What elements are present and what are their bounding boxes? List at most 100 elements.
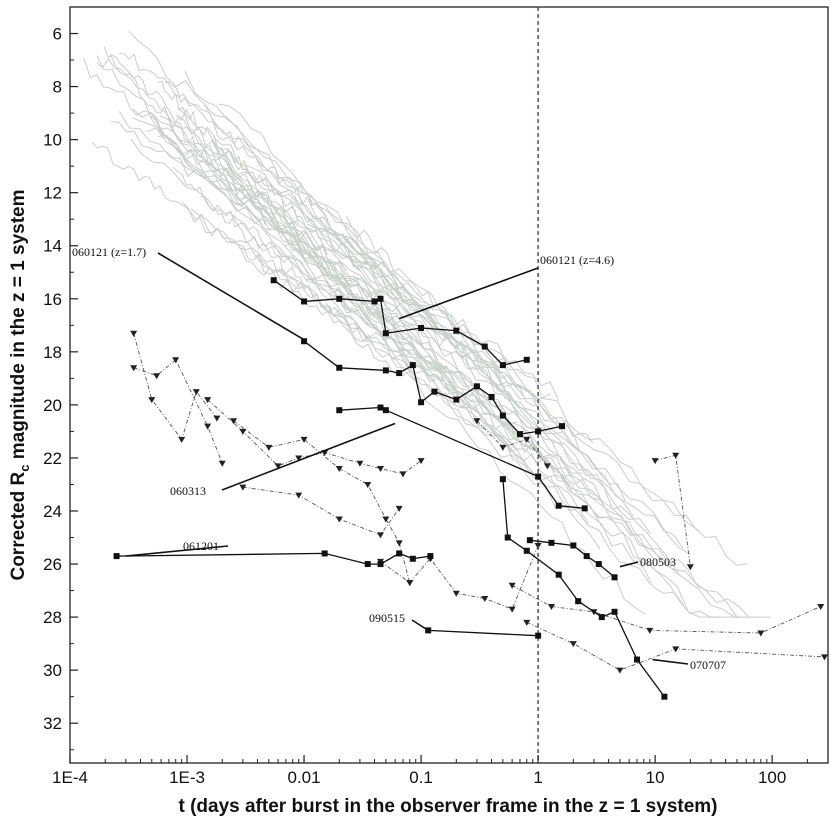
annotation-label: 060121 (z=4.6) xyxy=(540,253,614,267)
background-curve xyxy=(103,46,266,226)
background-curve xyxy=(91,141,301,290)
annotation-label: 061201 xyxy=(183,539,219,553)
upper-limit-marker xyxy=(395,505,403,512)
upper-limit-marker xyxy=(364,481,372,488)
data-point xyxy=(611,608,618,615)
data-point xyxy=(336,407,343,414)
upper-limit-marker xyxy=(395,540,403,547)
annotation-label: 070707 xyxy=(690,658,726,672)
data-point xyxy=(516,431,523,438)
data-point xyxy=(453,327,460,334)
data-point xyxy=(409,555,416,562)
data-point xyxy=(371,298,378,305)
background-curve xyxy=(255,254,600,498)
upper-limit-marker xyxy=(820,654,828,661)
data-point xyxy=(488,393,495,400)
y-tick-label: 8 xyxy=(53,78,62,97)
y-tick-label: 14 xyxy=(43,237,62,256)
background-light-curves xyxy=(83,30,771,618)
series-070707 xyxy=(499,476,668,700)
data-point xyxy=(301,338,308,345)
upper-limit-line xyxy=(133,359,223,464)
axis-ticks: 1E-4 1E-3 0.01 0.1 1 10 100 6 8 10 12 14 16 18 20 22 24 2… xyxy=(43,25,829,787)
data-point xyxy=(526,537,533,544)
background-curve xyxy=(343,236,680,576)
upper-limit-marker xyxy=(335,466,343,473)
upper-limit-marker xyxy=(130,330,138,337)
data-point xyxy=(555,571,562,578)
data-point xyxy=(555,502,562,509)
highlighted-series xyxy=(113,277,668,700)
x-tick-label: 1E-3 xyxy=(169,768,205,787)
upper-limit-marker xyxy=(508,606,516,613)
upper-limit-marker xyxy=(295,455,303,462)
data-point xyxy=(598,614,605,621)
data-point xyxy=(270,277,277,284)
y-tick-label: 24 xyxy=(43,502,62,521)
data-point xyxy=(634,656,641,663)
y-axis-label-sub: c xyxy=(17,465,32,472)
data-point xyxy=(504,534,511,541)
background-curve xyxy=(128,30,507,400)
background-curve xyxy=(238,247,514,462)
upper-limit-marker xyxy=(417,458,425,465)
data-point xyxy=(499,362,506,369)
upper-limit-marker xyxy=(153,373,161,380)
upper-limit-marker xyxy=(508,582,516,589)
annotation-label: 080503 xyxy=(640,555,676,569)
data-point xyxy=(595,561,602,568)
y-tick-label: 10 xyxy=(43,131,62,150)
background-curve xyxy=(325,206,748,566)
data-point xyxy=(321,550,328,557)
data-point xyxy=(382,407,389,414)
upper-limit-line xyxy=(476,420,548,467)
y-tick-label: 18 xyxy=(43,343,62,362)
series-061201 xyxy=(113,550,434,568)
upper-limit-marker xyxy=(300,436,308,443)
data-point xyxy=(523,356,530,363)
background-curve xyxy=(158,127,601,550)
x-tick-label: 10 xyxy=(646,768,665,787)
upper-limit-marker xyxy=(239,484,247,491)
background-curve xyxy=(119,52,318,219)
x-axis-label: t (days after burst in the observer fram… xyxy=(178,796,717,817)
upper-limit-marker xyxy=(651,458,659,465)
upper-limit-marker xyxy=(569,641,577,648)
upper-limit-marker xyxy=(192,389,200,396)
upper-limit-marker xyxy=(481,596,489,603)
data-point xyxy=(377,561,384,568)
series-line xyxy=(339,406,585,509)
background-curve xyxy=(320,228,720,618)
upper-limit-marker xyxy=(817,603,825,610)
background-curve xyxy=(202,102,692,556)
background-curve xyxy=(190,208,520,453)
y-axis-label-main: Corrected R xyxy=(8,471,29,580)
data-point xyxy=(113,553,120,560)
background-curve xyxy=(213,137,552,399)
upper-limit-marker xyxy=(148,397,156,404)
data-point xyxy=(611,574,618,581)
upper-limit-marker xyxy=(499,444,507,451)
series-line xyxy=(428,629,539,637)
x-tick-label: 1E-4 xyxy=(52,768,88,787)
background-curve xyxy=(244,165,698,531)
data-point xyxy=(382,330,389,337)
data-point xyxy=(396,370,403,377)
data-point xyxy=(535,632,542,639)
upper-limit-line xyxy=(242,486,400,536)
series-060121-z-4-6- xyxy=(301,338,565,438)
annotation-leader xyxy=(221,422,396,491)
data-point xyxy=(396,550,403,557)
data-point xyxy=(535,428,542,435)
upper-limit-marker xyxy=(757,630,765,637)
y-tick-label: 12 xyxy=(43,184,62,203)
background-curve xyxy=(307,218,537,403)
background-curve xyxy=(164,81,329,222)
data-point xyxy=(548,539,555,546)
upper-limit-marker xyxy=(473,418,481,425)
data-point xyxy=(570,542,577,549)
upper-limit-marker xyxy=(534,542,542,549)
data-point xyxy=(535,473,542,480)
annotation-leader xyxy=(157,252,307,342)
